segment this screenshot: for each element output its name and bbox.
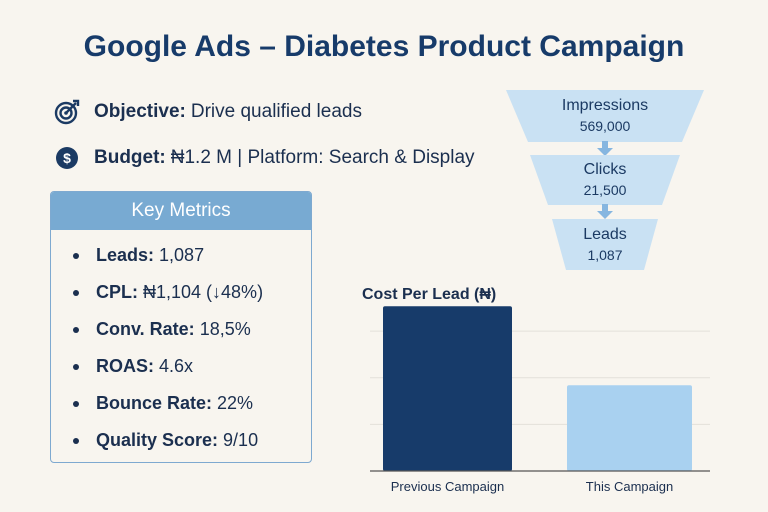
- metric-label: Conv. Rate:: [96, 319, 195, 339]
- metric-item: Conv. Rate: 18,5%: [73, 311, 311, 348]
- budget-row: $ Budget: ₦1.2 M | Platform: Search & Di…: [54, 145, 475, 171]
- metric-item: Quality Score: 9/10: [73, 422, 311, 459]
- funnel-stage-impressions: Impressions 569,000: [506, 90, 704, 142]
- objective-value: Drive qualified leads: [190, 101, 362, 122]
- funnel-label: Clicks: [583, 161, 627, 178]
- metric-label: ROAS:: [96, 356, 154, 376]
- metric-label: Quality Score:: [96, 430, 219, 450]
- arrow-down-icon: [597, 204, 613, 219]
- metric-value: 1,087: [159, 245, 205, 265]
- bullet-icon: [73, 326, 79, 333]
- arrow-down-icon: [597, 141, 613, 156]
- metric-item: ROAS: 4.6x: [73, 348, 311, 385]
- funnel-shape: [552, 219, 658, 270]
- dollar-icon: $: [54, 145, 80, 171]
- target-icon: [54, 99, 80, 125]
- budget-label: Budget:: [94, 147, 166, 168]
- budget-value: ₦1.2 M | Platform: Search & Display: [170, 147, 475, 168]
- funnel-value: 569,000: [579, 118, 631, 134]
- funnel-stage-clicks: Clicks 21,500: [530, 155, 680, 205]
- metric-value: 18,5%: [199, 319, 251, 339]
- funnel-value: 1,087: [587, 246, 623, 263]
- objective-row: Objective: Drive qualified leads: [54, 99, 362, 125]
- bullet-icon: [73, 437, 79, 444]
- key-metrics-list: Leads: 1,087 CPL: ₦1,104 (↓48%) Conv. Rate…: [51, 237, 311, 459]
- page-title: Google Ads – Diabetes Product Campaign: [83, 30, 685, 63]
- bar-previous-campaign: [383, 306, 512, 471]
- bullet-icon: [73, 363, 79, 370]
- metric-item: Leads: 1,087: [73, 237, 311, 274]
- metric-value: 4.6x: [159, 356, 194, 376]
- funnel-stage-leads: Leads 1,087: [552, 219, 658, 270]
- metric-value: ₦1,104 (↓48%): [143, 282, 264, 302]
- x-tick-label: This Campaign: [586, 479, 673, 494]
- metric-label: CPL:: [96, 282, 138, 302]
- metric-value: 22%: [217, 393, 254, 413]
- metric-item: CPL: ₦1,104 (↓48%): [73, 274, 311, 311]
- metric-label: Bounce Rate:: [96, 393, 213, 413]
- objective-label: Objective:: [94, 101, 186, 122]
- funnel-label: Impressions: [561, 97, 649, 114]
- metric-value: 9/10: [223, 430, 259, 450]
- bullet-icon: [73, 289, 79, 296]
- metric-item: Bounce Rate: 22%: [73, 385, 311, 422]
- bullet-icon: [73, 400, 79, 407]
- funnel-shape: [530, 155, 680, 205]
- key-metrics-panel: Key Metrics Leads: 1,087 CPL: ₦1,104 (↓48%…: [50, 191, 312, 463]
- metric-label: Leads:: [96, 245, 155, 265]
- x-tick-label: Previous Campaign: [391, 479, 504, 494]
- key-metrics-header: Key Metrics: [51, 192, 311, 230]
- svg-text:$: $: [63, 150, 71, 166]
- bullet-icon: [73, 252, 79, 259]
- funnel-shape: [506, 90, 704, 142]
- funnel-value: 21,500: [583, 182, 627, 198]
- bar-this-campaign: [567, 385, 692, 471]
- chart-title: Cost Per Lead (₦): [362, 286, 497, 303]
- funnel-label: Leads: [583, 225, 627, 243]
